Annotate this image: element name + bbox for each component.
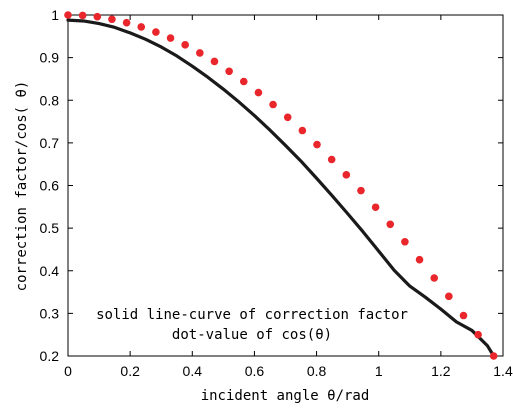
- y-tick-label: 0.6: [40, 178, 60, 194]
- cos-theta-point: [371, 203, 380, 212]
- cos-theta-point: [93, 12, 102, 21]
- cos-theta-point: [489, 352, 498, 360]
- cos-theta-point: [298, 126, 307, 135]
- annotation-line-2: dot-value of cos(θ): [172, 327, 332, 343]
- cos-theta-point: [386, 220, 395, 229]
- cos-theta-point: [225, 67, 233, 76]
- cos-theta-point: [166, 34, 175, 42]
- x-tick-label: 1.4: [493, 363, 513, 379]
- x-tick-label: 0.2: [120, 363, 140, 379]
- x-axis-ticks: 0 0.2 0.4 0.6 0.8 1 1.2 1.4: [64, 15, 513, 379]
- cos-theta-point: [239, 77, 248, 86]
- x-tick-label: 1.2: [431, 363, 451, 379]
- cos-theta-point: [430, 274, 439, 282]
- cos-theta-point: [357, 186, 365, 195]
- y-tick-label: 0.9: [40, 50, 60, 66]
- cos-theta-point: [64, 11, 72, 19]
- cos-theta-point: [283, 113, 292, 122]
- y-axis-label: correction factor/cos( θ): [14, 81, 30, 292]
- cos-theta-point: [415, 255, 424, 264]
- series-layer: [64, 11, 498, 360]
- y-tick-label: 0.3: [40, 305, 60, 321]
- cos-theta-point: [108, 15, 116, 24]
- x-tick-label: 0.6: [245, 363, 265, 379]
- y-tick-label: 0.2: [40, 348, 60, 364]
- y-tick-label: 0.8: [40, 92, 60, 108]
- x-tick-label: 0: [64, 363, 72, 379]
- y-tick-label: 0.5: [40, 220, 60, 236]
- x-axis-label: incident angle θ/rad: [201, 388, 370, 404]
- y-tick-label: 1: [51, 7, 59, 23]
- x-tick-label: 0.4: [183, 363, 203, 379]
- cos-theta-point: [327, 155, 336, 164]
- cos-theta-point: [122, 18, 131, 27]
- cos-theta-point: [269, 100, 277, 109]
- y-axis-ticks: 0.2 0.3 0.4 0.5 0.6 0.7 0.8 0.9 1: [40, 7, 503, 364]
- cos-theta-point: [342, 171, 351, 179]
- x-tick-label: 0.8: [307, 363, 327, 379]
- cos-theta-point: [210, 57, 219, 66]
- cos-theta-point: [474, 330, 482, 339]
- cos-theta-point: [196, 49, 204, 57]
- cos-theta-point: [254, 88, 263, 97]
- cos-theta-point: [459, 311, 468, 320]
- cos-theta-point: [78, 11, 87, 20]
- x-tick-label: 1: [375, 363, 383, 379]
- y-tick-label: 0.4: [40, 263, 60, 279]
- cos-theta-point: [181, 41, 189, 49]
- y-tick-label: 0.7: [40, 135, 60, 151]
- cos-theta-point: [445, 292, 453, 301]
- cos-theta-point: [313, 140, 321, 149]
- cos-theta-point: [137, 23, 146, 31]
- correction-factor-curve: [66, 18, 496, 358]
- cos-theta-point: [152, 28, 160, 36]
- annotation-line-1: solid line-curve of correction factor: [96, 307, 408, 323]
- cos-theta-point: [401, 237, 409, 246]
